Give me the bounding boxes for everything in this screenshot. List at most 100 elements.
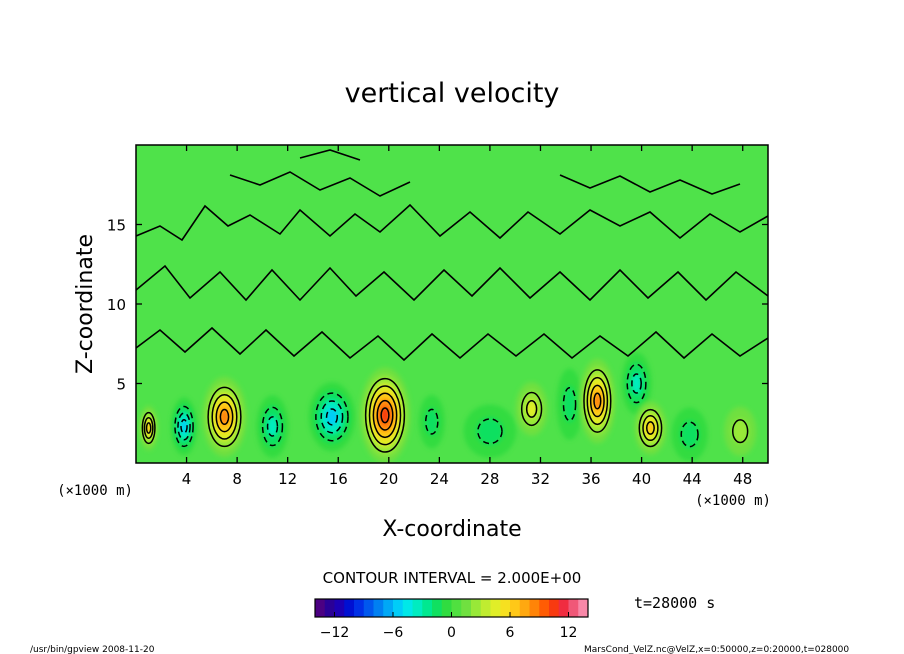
colorbar-swatch — [500, 599, 511, 617]
y-axis-label: Z-coordinate — [73, 234, 98, 374]
x-tick-label: 44 — [683, 470, 702, 488]
colorbar-tick-label: −6 — [383, 625, 404, 641]
colorbar-swatch — [519, 599, 530, 617]
velocity-cell — [562, 386, 577, 422]
contour-ring — [141, 411, 156, 445]
contour-ring — [680, 421, 699, 448]
contour-ring — [626, 363, 647, 404]
colorbar-swatch — [402, 599, 413, 617]
x-tick-label: 12 — [278, 470, 297, 488]
contour-ring — [520, 391, 543, 427]
x-tick-label: 40 — [632, 470, 651, 488]
contour-ring — [315, 392, 349, 442]
colorbar-tick-label: 6 — [506, 625, 515, 641]
footer-right: MarsCond_VelZ.nc@VelZ,x=0:50000,z=0:2000… — [584, 645, 849, 654]
contour-ring — [586, 376, 609, 426]
colorbar-swatch — [568, 599, 579, 617]
colorbar-tick-label: 0 — [447, 625, 456, 641]
contour-ring — [376, 399, 394, 431]
contour-ring — [177, 412, 191, 441]
contour-ring — [477, 418, 503, 445]
velocity-cell — [646, 421, 655, 435]
colorbar-swatch — [549, 599, 560, 617]
contour-ring — [261, 406, 284, 447]
x-tick-label: 48 — [733, 470, 752, 488]
x-tick-label: 4 — [182, 470, 192, 488]
x-axis-label: X-coordinate — [382, 517, 521, 542]
contour-ring — [583, 369, 612, 433]
contour-ring — [266, 416, 279, 437]
colorbar-swatch — [510, 599, 521, 617]
contour-ring — [562, 387, 577, 422]
velocity-cell — [732, 418, 749, 444]
colorbar-swatch — [344, 599, 355, 617]
contour-ring — [325, 408, 339, 426]
velocity-cell — [680, 421, 699, 448]
contour-ring — [145, 422, 152, 434]
x-tick-label: 20 — [379, 470, 398, 488]
velocity-cell — [526, 400, 538, 418]
contour-ring — [731, 419, 749, 444]
x-axis: 4 8 12 16 20 24 28 32 36 40 44 48 — [182, 145, 752, 488]
x-tick-label: 28 — [480, 470, 499, 488]
colorbar-swatch — [539, 599, 550, 617]
colorbar-swatch — [393, 599, 404, 617]
velocity-cell — [180, 419, 188, 434]
velocity-cell — [425, 408, 439, 436]
contour-ring — [424, 408, 439, 435]
contour-ring — [215, 401, 234, 433]
velocity-cell — [593, 392, 602, 410]
velocity-cell — [631, 373, 642, 394]
x-unit-label: (×1000 m) — [695, 493, 771, 509]
plot-area — [136, 145, 768, 463]
contour-ring — [593, 392, 602, 410]
colorbar-swatch — [471, 599, 482, 617]
colorbar-swatch — [461, 599, 472, 617]
y-unit-label: (×1000 m) — [57, 483, 133, 499]
contour-ring — [631, 373, 642, 394]
contour-ring — [642, 414, 659, 442]
colorbar-swatch — [324, 599, 335, 617]
x-tick-label: 32 — [531, 470, 550, 488]
colorbar-swatch — [441, 599, 452, 617]
x-tick-label: 16 — [329, 470, 348, 488]
contour-ring — [211, 394, 238, 440]
colorbar-swatch — [334, 599, 345, 617]
velocity-cell — [326, 408, 338, 426]
contour-ring — [380, 407, 390, 424]
y-tick-label: 10 — [107, 296, 126, 314]
colorbar-swatch — [383, 599, 394, 617]
contour-lines — [136, 149, 768, 362]
colorbar-tick-label: −12 — [320, 625, 350, 641]
footer-left: /usr/bin/gpview 2008-11-20 — [30, 645, 155, 654]
colorbar-swatch — [529, 599, 540, 617]
colorbar-swatch — [422, 599, 433, 617]
x-tick-label: 8 — [232, 470, 242, 488]
contour-ring — [143, 417, 154, 440]
contour-ring — [368, 385, 402, 446]
colorbar-swatch — [315, 599, 326, 617]
contour-ring — [219, 408, 230, 426]
contour-ring — [589, 384, 605, 418]
contour-ring — [207, 386, 242, 448]
colorbar-tick-label: 12 — [560, 625, 578, 641]
colorbar-ticks: −12 −6 0 6 12 — [320, 612, 578, 641]
velocity-cell — [267, 416, 278, 437]
x-tick-label: 24 — [430, 470, 449, 488]
velocity-cell — [220, 408, 229, 425]
contour-ring — [320, 400, 344, 434]
contour-ring — [364, 377, 406, 453]
y-tick-label: 5 — [116, 376, 126, 394]
velocity-cell — [380, 407, 390, 424]
colorbar-swatch — [432, 599, 443, 617]
colorbar — [315, 599, 589, 617]
y-tick-label: 15 — [107, 217, 126, 235]
chart-title: vertical velocity — [345, 78, 560, 109]
colorbar-swatch — [490, 599, 501, 617]
y-axis: 5 10 15 — [107, 217, 768, 394]
contour-interval-label: CONTOUR INTERVAL = 2.000E+00 — [323, 569, 582, 587]
colorbar-swatch — [578, 599, 589, 617]
contour-ring — [174, 405, 194, 448]
colorbar-swatch — [480, 599, 491, 617]
